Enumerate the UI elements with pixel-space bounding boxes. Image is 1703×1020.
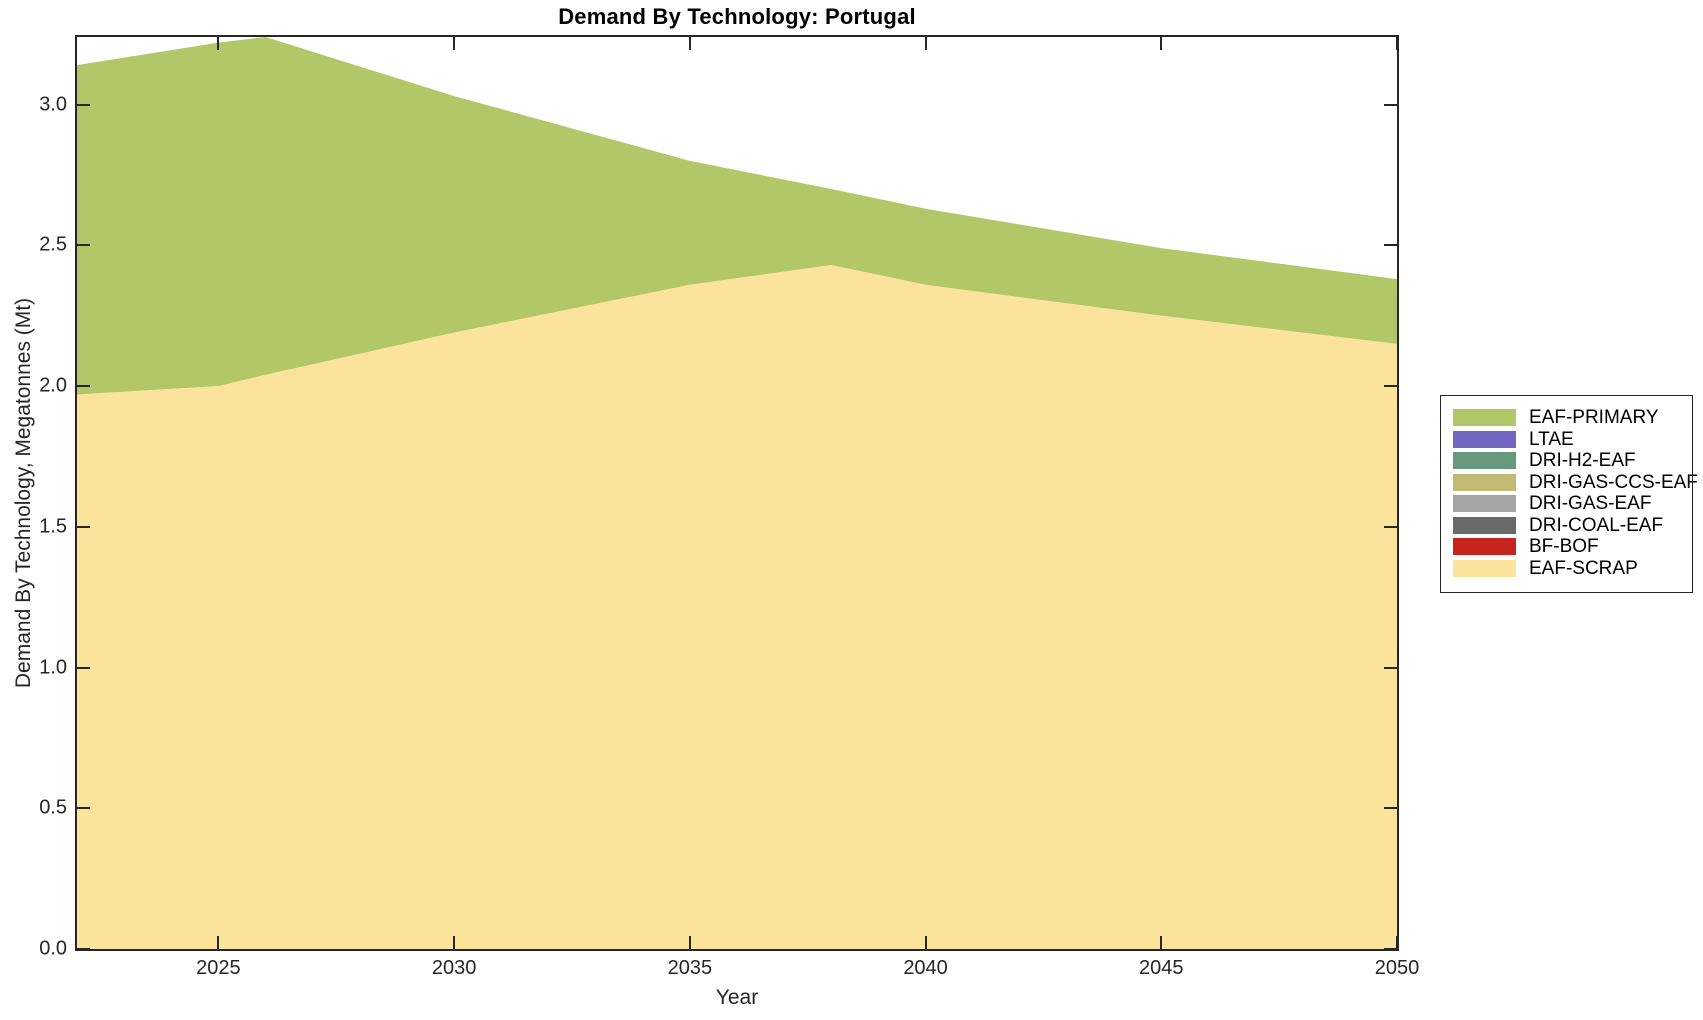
legend-label: DRI-H2-EAF — [1529, 450, 1636, 472]
x-tick-mark — [217, 936, 220, 949]
y-tick-mark — [77, 103, 90, 106]
stacked-area-chart — [77, 37, 1397, 949]
y-tick-mark — [1384, 666, 1397, 669]
legend: EAF-PRIMARY LTAE DRI-H2-EAF DRI-GAS-CCS-EAF… — [1440, 395, 1698, 593]
x-tick-mark — [1396, 37, 1398, 50]
x-tick-mark — [688, 37, 691, 50]
x-tick-mark — [924, 936, 927, 949]
legend-item-DRI-GAS-EAF: DRI-GAS-EAF — [1453, 493, 1684, 515]
area-EAF-SCRAP — [77, 265, 1397, 949]
y-tick-label: 2.5 — [39, 233, 67, 256]
legend-item-EAF-PRIMARY: EAF-PRIMARY — [1453, 407, 1684, 429]
x-tick-label: 2035 — [667, 957, 713, 979]
y-tick-mark — [1384, 244, 1397, 247]
y-tick-mark — [77, 807, 90, 810]
legend-swatch-EAF-PRIMARY — [1453, 409, 1516, 427]
y-tick-mark — [1384, 807, 1397, 810]
y-tick-label: 3.0 — [39, 93, 67, 116]
legend-label: BF-BOF — [1529, 536, 1599, 558]
legend-label: EAF-SCRAP — [1529, 557, 1638, 579]
x-tick-label: 2045 — [1139, 957, 1184, 979]
legend-swatch-DRI-COAL-EAF — [1453, 516, 1516, 534]
legend-item-LTAE: LTAE — [1453, 429, 1684, 451]
legend-label: DRI-COAL-EAF — [1529, 514, 1664, 536]
plot-area: 2025 2030 2035 2040 2045 2050 0.0 0.5 1.0 1.5 2.0 2… — [39, 35, 1419, 979]
x-tick-label: 2030 — [431, 957, 477, 979]
legend-label: LTAE — [1529, 428, 1574, 450]
legend-swatch-DRI-GAS-CCS-EAF — [1453, 473, 1516, 491]
legend-item-DRI-H2-EAF: DRI-H2-EAF — [1453, 450, 1684, 472]
y-tick-mark — [1384, 525, 1397, 528]
y-tick-label: 1.5 — [39, 515, 67, 538]
x-tick-label: 2025 — [196, 957, 241, 979]
area-EAF-PRIMARY — [77, 37, 1397, 395]
x-tick-mark — [217, 37, 220, 50]
y-tick-mark — [77, 244, 90, 247]
y-tick-mark — [77, 385, 90, 388]
legend-swatch-BF-BOF — [1453, 538, 1516, 556]
x-axis-label: Year — [715, 986, 759, 1009]
legend-item-EAF-SCRAP: EAF-SCRAP — [1453, 558, 1684, 580]
y-tick-label: 0.5 — [39, 796, 67, 819]
x-tick-mark — [688, 936, 691, 949]
legend-items: EAF-PRIMARY LTAE DRI-H2-EAF DRI-GAS-CCS-EAF… — [1453, 407, 1698, 580]
y-tick-mark — [1384, 948, 1397, 950]
x-tick-mark — [1160, 37, 1163, 50]
x-tick-mark — [924, 37, 927, 50]
y-tick-mark — [77, 525, 90, 528]
legend-item-DRI-COAL-EAF: DRI-COAL-EAF — [1453, 515, 1684, 537]
y-tick-label: 1.0 — [39, 656, 67, 679]
y-tick-mark — [1384, 103, 1397, 106]
legend-label: DRI-GAS-EAF — [1529, 493, 1652, 515]
legend-swatch-DRI-H2-EAF — [1453, 452, 1516, 470]
chart-title: Demand By Technology: Portugal — [558, 4, 916, 29]
y-tick-mark — [1384, 385, 1397, 388]
y-tick-label: 2.0 — [39, 374, 67, 397]
legend-swatch-EAF-SCRAP — [1453, 559, 1516, 577]
legend-swatch-DRI-GAS-EAF — [1453, 495, 1516, 513]
y-tick-label: 0.0 — [39, 937, 67, 960]
legend-item-BF-BOF: BF-BOF — [1453, 536, 1684, 558]
y-tick-mark — [77, 948, 90, 950]
x-tick-label: 2050 — [1374, 957, 1420, 979]
x-tick-mark — [1160, 936, 1163, 949]
y-axis-label: Demand By Technology, Megatonnes (Mt) — [12, 297, 35, 689]
legend-swatch-LTAE — [1453, 430, 1516, 448]
legend-item-DRI-GAS-CCS-EAF: DRI-GAS-CCS-EAF — [1453, 472, 1698, 494]
x-tick-mark — [453, 37, 456, 50]
y-tick-mark — [77, 666, 90, 669]
x-tick-label: 2040 — [903, 957, 948, 979]
x-tick-mark — [1396, 936, 1398, 949]
x-tick-mark — [453, 936, 456, 949]
legend-label: DRI-GAS-CCS-EAF — [1529, 471, 1698, 493]
legend-label: EAF-PRIMARY — [1529, 407, 1659, 429]
